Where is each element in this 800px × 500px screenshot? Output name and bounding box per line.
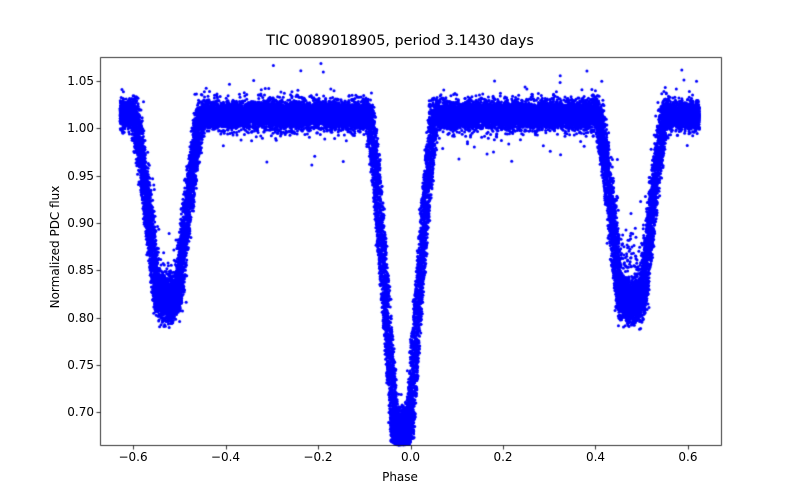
page-title: TIC 0089018905, period 3.1430 days bbox=[266, 33, 534, 49]
y-tick-label: 0.75 bbox=[67, 358, 94, 373]
y-tick-label: 1.00 bbox=[67, 121, 94, 136]
x-tick-label: −0.4 bbox=[210, 450, 241, 464]
y-tick-label: 1.05 bbox=[67, 74, 94, 89]
x-tick-label: 0.0 bbox=[400, 450, 421, 464]
y-tick-label: 0.70 bbox=[67, 405, 94, 420]
x-tick-label: −0.6 bbox=[118, 450, 148, 464]
y-axis-label: Normalized PDC flux bbox=[48, 185, 62, 309]
x-tick-label: 0.2 bbox=[493, 450, 513, 464]
y-tick-label: 0.85 bbox=[67, 263, 94, 278]
x-tick-label: 0.6 bbox=[678, 450, 698, 464]
y-tick-label: 0.80 bbox=[67, 310, 94, 325]
y-tick-label: 0.95 bbox=[67, 168, 94, 183]
x-tick-label: 0.4 bbox=[585, 450, 606, 464]
x-axis-label: Phase bbox=[382, 470, 418, 484]
x-tick-label: −0.2 bbox=[303, 450, 333, 464]
y-tick-label: 0.90 bbox=[67, 216, 94, 231]
